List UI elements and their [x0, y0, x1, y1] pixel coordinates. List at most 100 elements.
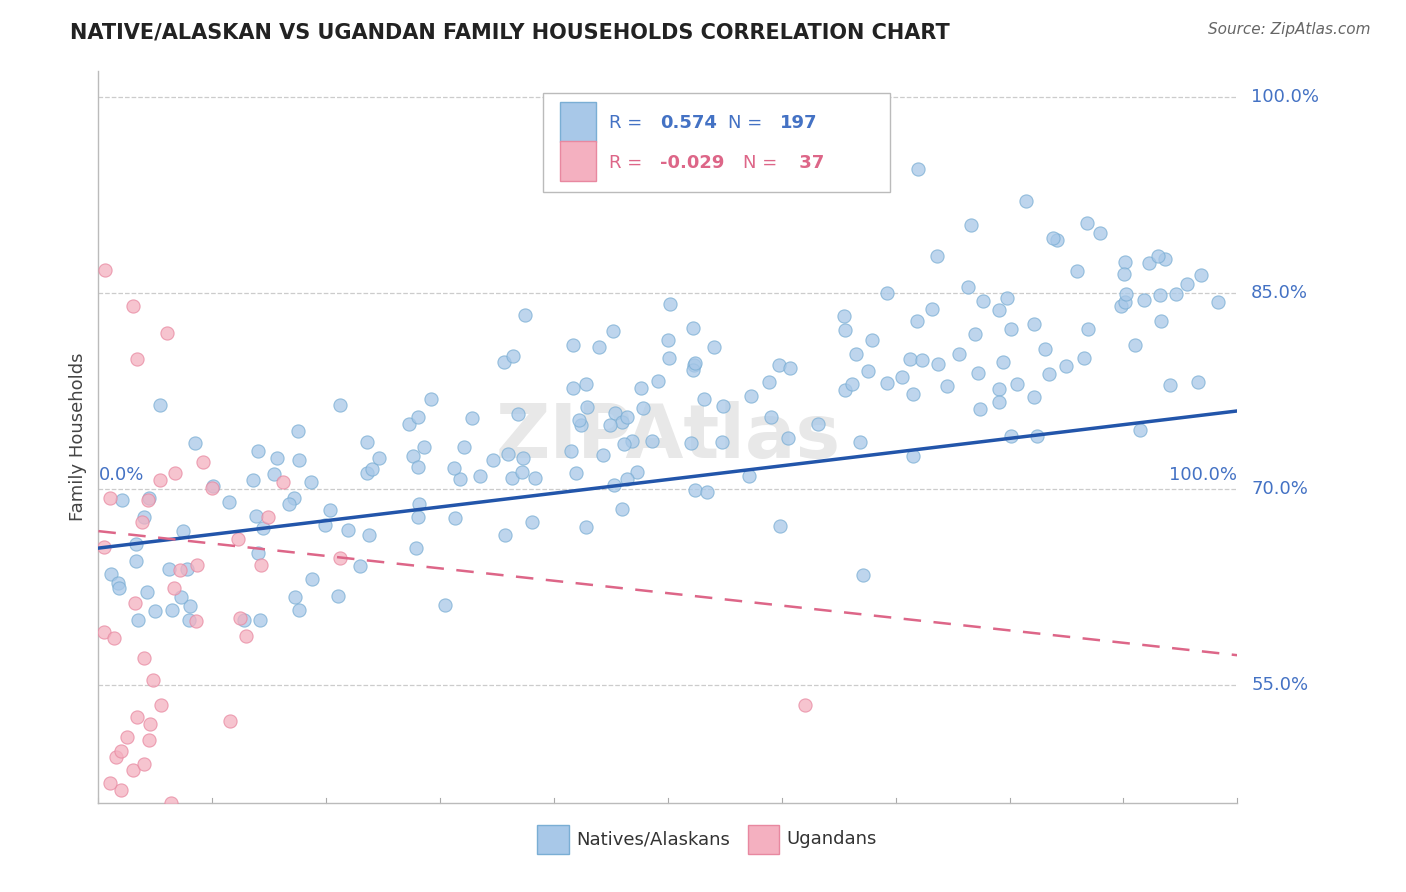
Point — [246, 546, 269, 560]
Point — [319, 503, 342, 517]
Point — [143, 604, 166, 618]
Point — [287, 603, 309, 617]
Point — [1147, 249, 1170, 263]
Point — [125, 554, 148, 568]
Point — [328, 589, 350, 603]
Point — [98, 491, 121, 506]
Text: 70.0%: 70.0% — [1251, 480, 1308, 499]
Point — [841, 376, 863, 391]
Point — [682, 363, 704, 377]
Point — [250, 558, 273, 572]
Point — [434, 598, 457, 612]
Point — [605, 406, 627, 420]
Point — [1123, 337, 1146, 351]
Text: 85.0%: 85.0% — [1251, 285, 1308, 302]
Point — [1206, 294, 1229, 309]
Point — [1189, 268, 1212, 282]
Point — [124, 596, 146, 610]
Point — [368, 451, 391, 466]
Point — [576, 400, 599, 414]
Point — [121, 763, 143, 777]
Point — [575, 520, 598, 534]
Point — [132, 756, 155, 771]
Point — [779, 361, 801, 376]
Point — [349, 559, 371, 574]
Point — [761, 410, 783, 425]
Point — [108, 581, 131, 595]
Point — [125, 352, 148, 367]
Point — [163, 466, 186, 480]
Point — [283, 590, 305, 604]
Point — [1066, 264, 1088, 278]
Point — [834, 323, 856, 337]
Point — [740, 388, 762, 402]
Point — [103, 631, 125, 645]
Point — [616, 409, 638, 424]
Point — [1022, 390, 1045, 404]
Point — [561, 381, 583, 395]
Point — [361, 462, 384, 476]
Point — [641, 434, 664, 448]
Point — [127, 710, 149, 724]
Point — [758, 375, 780, 389]
Y-axis label: Family Households: Family Households — [69, 353, 87, 521]
Point — [592, 448, 614, 462]
Point — [229, 610, 252, 624]
Point — [911, 353, 934, 368]
Text: Source: ZipAtlas.com: Source: ZipAtlas.com — [1208, 22, 1371, 37]
Point — [100, 566, 122, 581]
Point — [138, 491, 160, 506]
Point — [1149, 288, 1171, 302]
Point — [115, 731, 138, 745]
Point — [160, 796, 183, 810]
Point — [283, 491, 305, 506]
Point — [778, 431, 800, 445]
Text: 0.0%: 0.0% — [98, 467, 143, 484]
Point — [408, 509, 430, 524]
Text: 197: 197 — [779, 113, 817, 131]
Point — [257, 510, 280, 524]
Point — [599, 417, 621, 432]
Text: NATIVE/ALASKAN VS UGANDAN FAMILY HOUSEHOLDS CORRELATION CHART: NATIVE/ALASKAN VS UGANDAN FAMILY HOUSEHO… — [70, 22, 950, 42]
Point — [502, 349, 524, 363]
Point — [201, 481, 224, 495]
Point — [299, 475, 322, 490]
Point — [449, 472, 471, 486]
Point — [768, 358, 790, 372]
Point — [226, 532, 249, 546]
Point — [191, 455, 214, 469]
Point — [142, 673, 165, 687]
Point — [163, 581, 186, 595]
FancyBboxPatch shape — [537, 825, 569, 854]
Point — [249, 613, 271, 627]
Point — [685, 356, 707, 370]
Text: 37: 37 — [793, 153, 824, 172]
Point — [201, 479, 224, 493]
Point — [461, 410, 484, 425]
Point — [405, 541, 427, 555]
Point — [1153, 252, 1175, 266]
Point — [1175, 277, 1198, 291]
Point — [413, 441, 436, 455]
Point — [131, 515, 153, 529]
Point — [132, 509, 155, 524]
Point — [1114, 268, 1136, 282]
Point — [1128, 423, 1150, 437]
Point — [170, 590, 193, 604]
Point — [402, 449, 425, 463]
Point — [495, 528, 517, 542]
Point — [647, 374, 669, 388]
Point — [658, 351, 681, 365]
Text: -0.029: -0.029 — [659, 153, 724, 172]
Point — [329, 550, 352, 565]
Point — [907, 162, 929, 177]
Point — [988, 394, 1011, 409]
Point — [832, 309, 855, 323]
Point — [807, 417, 830, 431]
Point — [1046, 233, 1069, 247]
Point — [658, 296, 681, 310]
Point — [856, 364, 879, 378]
Point — [967, 366, 990, 380]
Point — [94, 263, 117, 277]
Point — [149, 398, 172, 412]
